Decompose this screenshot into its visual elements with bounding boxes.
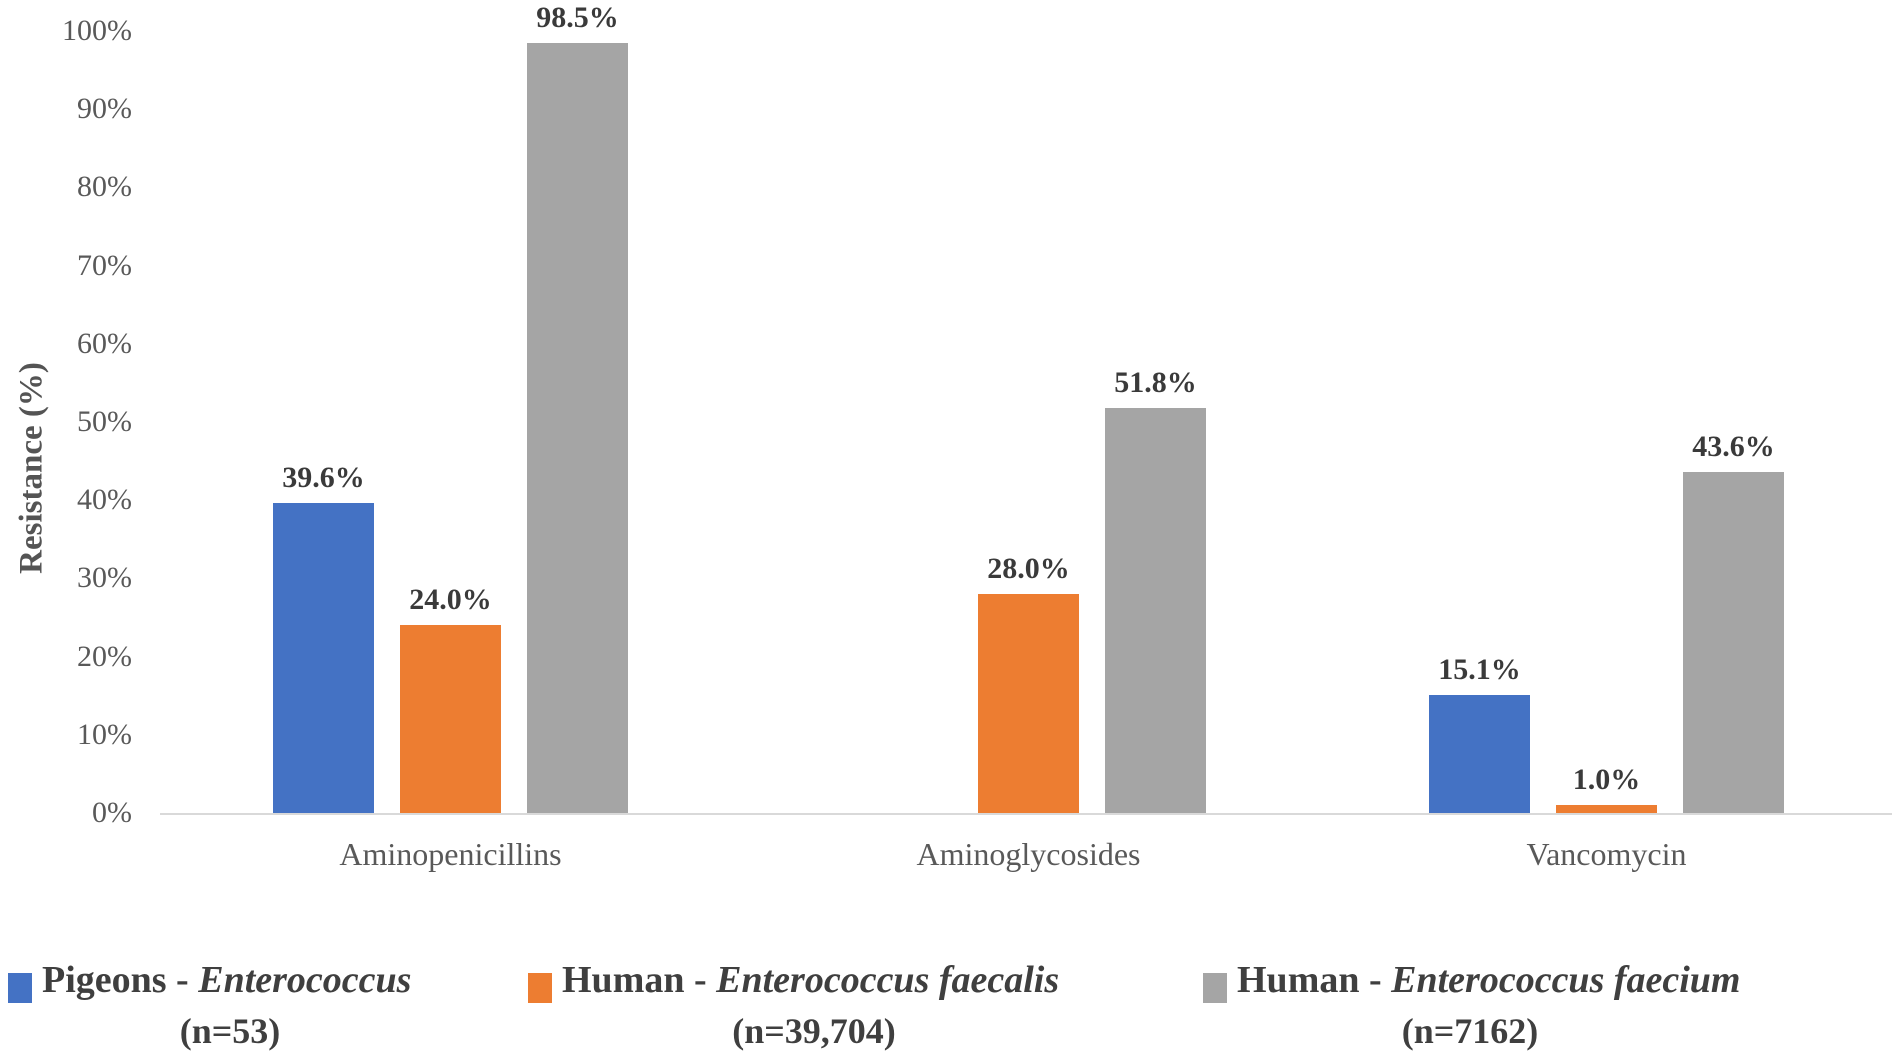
bar-series2-group2 — [1683, 472, 1784, 813]
y-tick-label: 30% — [77, 561, 132, 595]
category-label: Aminoglycosides — [916, 836, 1141, 872]
legend-swatch-icon — [1203, 973, 1227, 1003]
legend-host-label: Human - — [1237, 959, 1392, 1001]
legend-species-label: Enterococcus — [198, 959, 412, 1001]
legend-swatch-icon — [528, 973, 552, 1003]
legend-entry-label: Human - Enterococcus faecium — [1237, 958, 1741, 1002]
data-label: 28.0% — [987, 552, 1070, 586]
legend-sample-size: (n=53) — [179, 1011, 281, 1051]
bar-series2-group0 — [527, 42, 628, 813]
y-tick-label: 20% — [77, 639, 132, 673]
bar-series0-group0 — [273, 503, 374, 813]
data-label: 24.0% — [409, 583, 492, 617]
bar-series0-group2 — [1429, 694, 1530, 813]
data-label: 43.6% — [1692, 430, 1775, 464]
legend-sample-size: (n=39,704) — [732, 1011, 896, 1051]
y-tick-label: 60% — [77, 326, 132, 360]
data-label: 15.1% — [1438, 652, 1521, 686]
x-axis-line — [160, 813, 1892, 815]
data-label: 1.0% — [1572, 763, 1641, 797]
bar-series1-group1 — [978, 594, 1079, 813]
legend-species-label: Enterococcus faecalis — [716, 959, 1060, 1001]
y-tick-label: 10% — [77, 717, 132, 751]
y-tick-label: 100% — [62, 14, 132, 47]
bar-series1-group0 — [400, 625, 501, 813]
legend-entry-label: Pigeons - Enterococcus — [42, 958, 411, 1002]
y-tick-label: 0% — [92, 796, 132, 829]
y-tick-label: 40% — [77, 483, 132, 517]
legend-species-label: Enterococcus faecium — [1391, 959, 1741, 1001]
bar-series1-group2 — [1556, 805, 1657, 813]
y-tick-label: 70% — [77, 248, 132, 282]
legend-sample-size: (n=7162) — [1401, 1011, 1539, 1051]
y-tick-label: 80% — [77, 170, 132, 204]
data-label: 98.5% — [536, 0, 619, 34]
category-label: Aminopenicillins — [339, 836, 562, 872]
y-tick-label: 50% — [77, 405, 132, 438]
legend-entry-label: Human - Enterococcus faecalis — [562, 958, 1059, 1002]
category-label: Vancomycin — [1526, 836, 1687, 872]
data-label: 51.8% — [1114, 365, 1197, 399]
bar-series2-group1 — [1105, 407, 1206, 813]
y-tick-label: 90% — [77, 92, 132, 126]
legend-swatch-icon — [8, 973, 32, 1003]
legend-host-label: Human - — [562, 959, 717, 1001]
data-label: 39.6% — [282, 461, 365, 495]
legend-host-label: Pigeons - — [42, 959, 199, 1001]
y-axis-title: Resistance (%) — [13, 362, 50, 574]
